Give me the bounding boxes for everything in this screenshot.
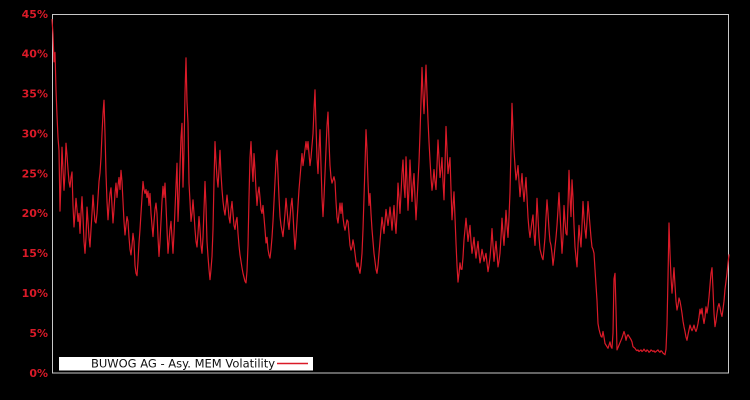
y-axis-tick-label: 25% (22, 167, 48, 180)
y-axis-tick-label: 40% (22, 48, 48, 61)
y-axis-tick-labels: 0% 5% 10% 15% 20% 25% 30% 35% 40% 45% (22, 8, 48, 380)
y-axis-tick-label: 20% (22, 207, 48, 220)
legend: BUWOG AG - Asy. MEM Volatility (59, 357, 313, 371)
y-axis-tick-label: 35% (22, 88, 48, 101)
y-axis-tick-label: 5% (29, 327, 48, 340)
legend-box (59, 357, 313, 371)
y-axis-tick-label: 0% (29, 367, 48, 380)
plot-frame (52, 14, 729, 374)
y-axis-tick-label: 10% (22, 287, 48, 300)
legend-label: BUWOG AG - Asy. MEM Volatility (91, 357, 275, 371)
y-axis-tick-label: 15% (22, 247, 48, 260)
series-line (51, 19, 730, 356)
y-axis-tick-label: 30% (22, 128, 48, 141)
y-axis-tick-label: 45% (22, 8, 48, 21)
